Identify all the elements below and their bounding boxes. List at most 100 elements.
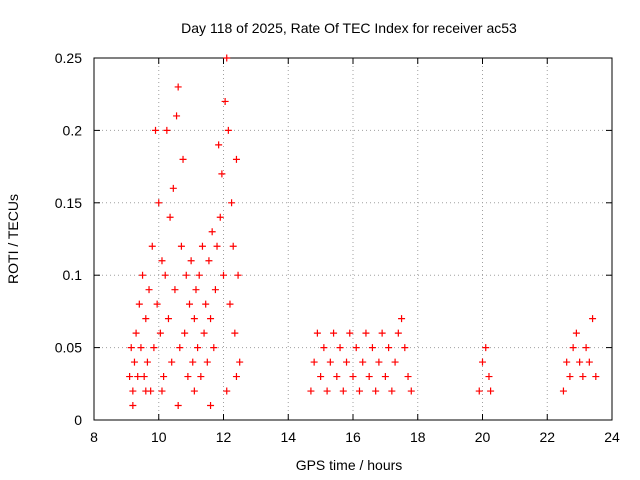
data-point xyxy=(186,300,194,308)
data-point xyxy=(173,112,181,120)
data-point xyxy=(336,344,344,352)
data-point xyxy=(194,344,202,352)
data-point xyxy=(385,344,393,352)
data-point xyxy=(216,213,224,221)
data-point xyxy=(169,184,177,192)
data-point xyxy=(330,329,338,337)
data-point xyxy=(143,358,151,366)
data-point xyxy=(572,329,580,337)
data-point xyxy=(150,344,158,352)
data-point xyxy=(317,373,325,381)
data-point xyxy=(563,358,571,366)
y-tick-label: 0.2 xyxy=(63,122,83,138)
data-point xyxy=(140,373,148,381)
y-tick-label: 0.15 xyxy=(55,195,82,211)
data-point xyxy=(388,387,396,395)
x-tick-label: 10 xyxy=(151,429,167,445)
data-point xyxy=(378,329,386,337)
data-point xyxy=(231,329,239,337)
data-point xyxy=(592,373,600,381)
data-point xyxy=(375,358,383,366)
y-axis-label: ROTI / TECUs xyxy=(5,194,21,284)
data-point xyxy=(226,300,234,308)
data-point xyxy=(223,387,231,395)
x-tick-label: 8 xyxy=(90,429,98,445)
data-point xyxy=(190,315,198,323)
data-point xyxy=(129,387,137,395)
data-point xyxy=(156,329,164,337)
x-tick-label: 16 xyxy=(345,429,361,445)
data-point xyxy=(391,358,399,366)
data-point xyxy=(161,271,169,279)
data-point xyxy=(349,373,357,381)
data-point xyxy=(142,315,150,323)
data-point xyxy=(129,402,137,410)
data-point xyxy=(192,286,200,294)
data-point xyxy=(368,344,376,352)
data-point xyxy=(181,329,189,337)
data-point xyxy=(202,300,210,308)
data-point xyxy=(198,242,206,250)
data-point xyxy=(404,373,412,381)
data-point xyxy=(200,329,208,337)
data-point xyxy=(166,213,174,221)
data-point xyxy=(559,387,567,395)
data-point xyxy=(362,329,370,337)
x-tick-label: 20 xyxy=(475,429,491,445)
data-point xyxy=(130,358,138,366)
data-point xyxy=(160,373,168,381)
data-point xyxy=(208,228,216,236)
data-point xyxy=(576,358,584,366)
x-tick-label: 22 xyxy=(539,429,555,445)
data-point xyxy=(323,387,331,395)
data-point xyxy=(372,387,380,395)
data-point xyxy=(479,358,486,366)
x-tick-label: 18 xyxy=(410,429,426,445)
data-point xyxy=(155,199,163,207)
data-point xyxy=(228,199,236,207)
chart-title: Day 118 of 2025, Rate Of TEC Index for r… xyxy=(181,20,517,36)
data-point xyxy=(394,329,402,337)
data-point xyxy=(153,300,161,308)
data-point xyxy=(589,315,597,323)
data-point xyxy=(145,286,153,294)
data-point xyxy=(381,373,389,381)
data-point xyxy=(310,358,318,366)
data-point xyxy=(236,358,244,366)
y-tick-label: 0 xyxy=(74,412,82,428)
data-point xyxy=(407,387,415,395)
data-point xyxy=(232,373,240,381)
data-point xyxy=(182,271,190,279)
x-axis-label: GPS time / hours xyxy=(296,457,403,473)
data-point xyxy=(223,54,231,62)
data-point xyxy=(234,271,242,279)
data-point xyxy=(352,344,360,352)
data-point xyxy=(203,358,211,366)
data-point xyxy=(218,170,226,178)
data-point xyxy=(187,257,195,265)
data-point xyxy=(211,286,219,294)
grid-layer xyxy=(94,58,612,420)
data-point xyxy=(158,257,166,265)
data-point xyxy=(163,126,171,134)
data-point xyxy=(566,373,574,381)
data-point xyxy=(195,271,203,279)
data-point xyxy=(585,358,593,366)
data-point xyxy=(582,344,590,352)
data-point xyxy=(139,271,147,279)
data-point xyxy=(207,315,215,323)
data-point xyxy=(179,155,187,163)
data-point xyxy=(232,155,240,163)
data-point xyxy=(148,242,156,250)
data-point xyxy=(210,344,218,352)
data-point xyxy=(126,373,134,381)
data-point xyxy=(333,373,341,381)
data-point xyxy=(152,126,160,134)
data-point xyxy=(205,257,213,265)
data-point xyxy=(569,344,577,352)
data-point xyxy=(398,315,406,323)
data-point xyxy=(224,126,232,134)
data-point xyxy=(215,141,223,149)
data-point xyxy=(487,387,495,395)
